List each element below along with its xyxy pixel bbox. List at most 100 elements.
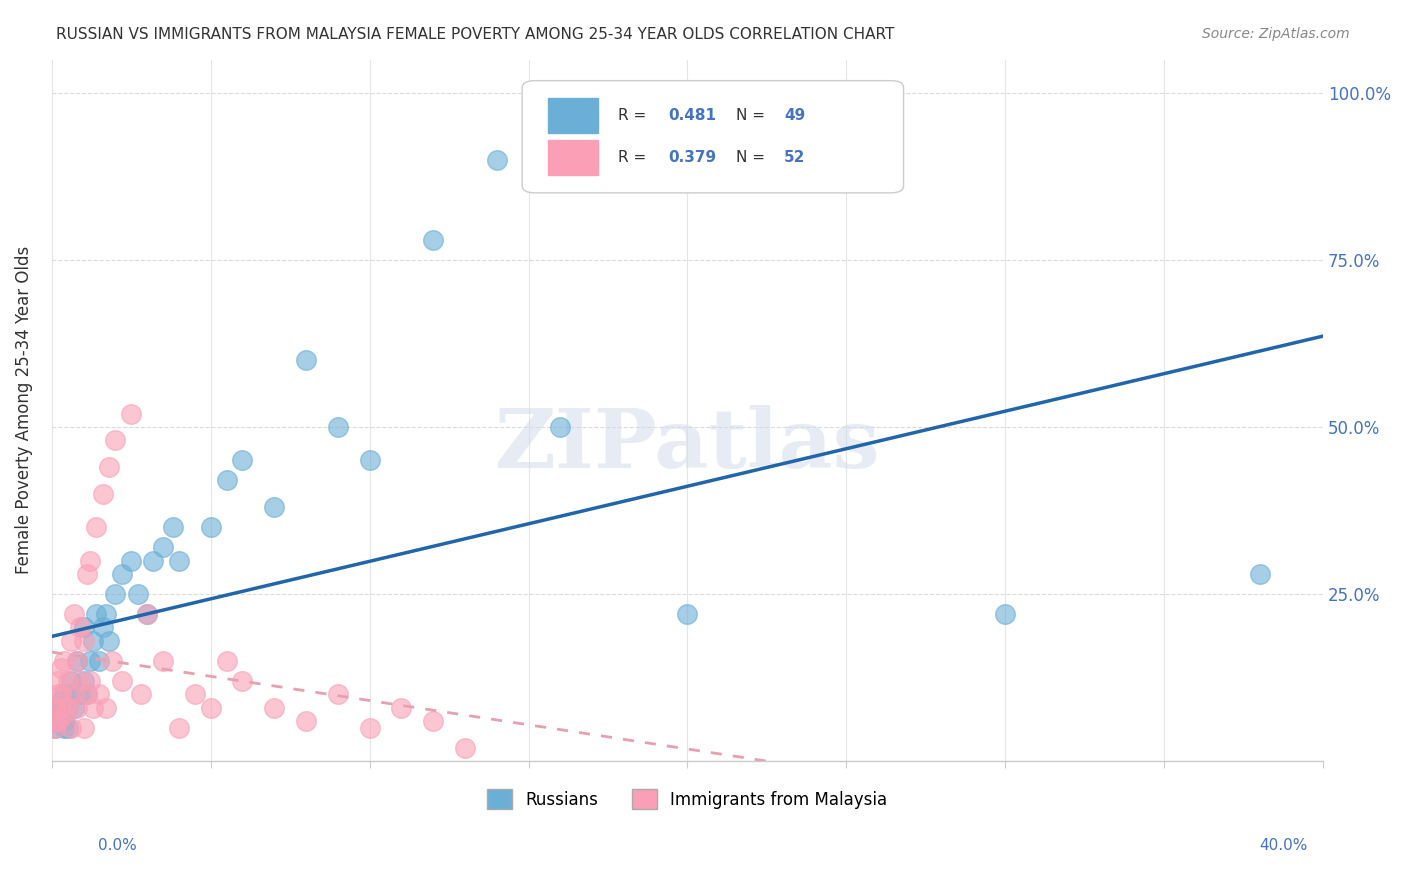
Russians — [295, 353, 318, 368]
Russians — [485, 153, 508, 167]
Russians — [63, 700, 86, 714]
Immigrants from Malaysia — [44, 714, 66, 728]
Immigrants from Malaysia — [72, 721, 94, 735]
Immigrants from Malaysia — [46, 673, 69, 688]
Russians — [66, 654, 89, 668]
Immigrants from Malaysia — [152, 654, 174, 668]
Russians — [72, 673, 94, 688]
Immigrants from Malaysia — [51, 687, 73, 701]
Russians — [994, 607, 1017, 621]
Text: 0.481: 0.481 — [668, 108, 717, 123]
Immigrants from Malaysia — [129, 687, 152, 701]
Text: 49: 49 — [785, 108, 806, 123]
Immigrants from Malaysia — [51, 660, 73, 674]
Immigrants from Malaysia — [454, 740, 477, 755]
Text: 52: 52 — [785, 151, 806, 165]
Immigrants from Malaysia — [263, 700, 285, 714]
Text: RUSSIAN VS IMMIGRANTS FROM MALAYSIA FEMALE POVERTY AMONG 25-34 YEAR OLDS CORRELA: RUSSIAN VS IMMIGRANTS FROM MALAYSIA FEMA… — [56, 27, 894, 42]
Immigrants from Malaysia — [46, 687, 69, 701]
Russians — [136, 607, 159, 621]
Y-axis label: Female Poverty Among 25-34 Year Olds: Female Poverty Among 25-34 Year Olds — [15, 246, 32, 574]
Immigrants from Malaysia — [66, 700, 89, 714]
Immigrants from Malaysia — [69, 620, 91, 634]
Immigrants from Malaysia — [89, 687, 111, 701]
Immigrants from Malaysia — [72, 633, 94, 648]
Russians — [82, 633, 104, 648]
Russians — [152, 541, 174, 555]
Immigrants from Malaysia — [46, 714, 69, 728]
Russians — [94, 607, 117, 621]
Russians — [51, 714, 73, 728]
Immigrants from Malaysia — [63, 607, 86, 621]
Immigrants from Malaysia — [53, 707, 76, 722]
Bar — [547, 98, 599, 133]
Text: 40.0%: 40.0% — [1260, 838, 1308, 854]
Immigrants from Malaysia — [59, 633, 82, 648]
Immigrants from Malaysia — [184, 687, 207, 701]
Russians — [59, 687, 82, 701]
Russians — [76, 687, 98, 701]
Immigrants from Malaysia — [76, 567, 98, 582]
Immigrants from Malaysia — [79, 554, 101, 568]
Russians — [84, 607, 107, 621]
Immigrants from Malaysia — [66, 654, 89, 668]
Immigrants from Malaysia — [422, 714, 444, 728]
Russians — [162, 520, 184, 534]
Russians — [142, 554, 165, 568]
Text: N =: N = — [735, 108, 769, 123]
Immigrants from Malaysia — [56, 700, 79, 714]
Russians — [550, 420, 572, 434]
Russians — [46, 700, 69, 714]
Russians — [200, 520, 222, 534]
Immigrants from Malaysia — [200, 700, 222, 714]
Immigrants from Malaysia — [111, 673, 134, 688]
Immigrants from Malaysia — [231, 673, 253, 688]
Russians — [91, 620, 114, 634]
Russians — [46, 707, 69, 722]
Immigrants from Malaysia — [84, 520, 107, 534]
Immigrants from Malaysia — [389, 700, 412, 714]
Text: Source: ZipAtlas.com: Source: ZipAtlas.com — [1202, 27, 1350, 41]
Immigrants from Malaysia — [63, 687, 86, 701]
Immigrants from Malaysia — [97, 460, 120, 475]
Immigrants from Malaysia — [94, 700, 117, 714]
Russians — [104, 587, 127, 601]
Russians — [167, 554, 190, 568]
Russians — [111, 567, 134, 582]
Immigrants from Malaysia — [359, 721, 381, 735]
Immigrants from Malaysia — [101, 654, 124, 668]
Text: R =: R = — [617, 151, 651, 165]
Russians — [51, 694, 73, 708]
Immigrants from Malaysia — [44, 721, 66, 735]
Russians — [1249, 567, 1271, 582]
Immigrants from Malaysia — [53, 654, 76, 668]
Russians — [72, 620, 94, 634]
Immigrants from Malaysia — [82, 700, 104, 714]
Russians — [215, 474, 238, 488]
Russians — [89, 654, 111, 668]
Russians — [53, 721, 76, 735]
Russians — [231, 453, 253, 467]
Russians — [53, 714, 76, 728]
Text: ZIPatlas: ZIPatlas — [495, 405, 880, 485]
Russians — [56, 700, 79, 714]
Russians — [676, 607, 699, 621]
Immigrants from Malaysia — [120, 407, 142, 421]
Immigrants from Malaysia — [69, 673, 91, 688]
Immigrants from Malaysia — [326, 687, 349, 701]
Text: 0.0%: 0.0% — [98, 838, 138, 854]
Text: R =: R = — [617, 108, 651, 123]
Russians — [44, 721, 66, 735]
Immigrants from Malaysia — [104, 434, 127, 448]
Immigrants from Malaysia — [56, 673, 79, 688]
Russians — [59, 673, 82, 688]
Text: N =: N = — [735, 151, 769, 165]
Immigrants from Malaysia — [215, 654, 238, 668]
Russians — [359, 453, 381, 467]
Legend: Russians, Immigrants from Malaysia: Russians, Immigrants from Malaysia — [481, 782, 894, 816]
Immigrants from Malaysia — [167, 721, 190, 735]
Immigrants from Malaysia — [51, 700, 73, 714]
Immigrants from Malaysia — [76, 687, 98, 701]
Russians — [263, 500, 285, 515]
Russians — [127, 587, 149, 601]
